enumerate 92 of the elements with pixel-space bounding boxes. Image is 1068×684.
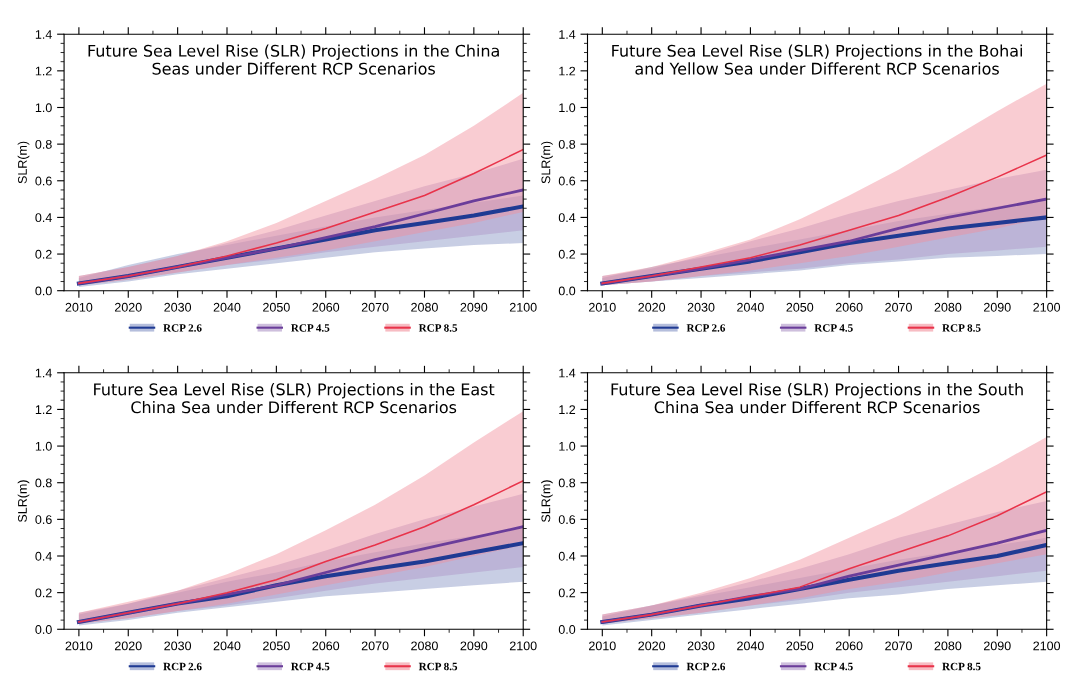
x-tick-label: 2040 [737,641,764,651]
x-tick-label: 2050 [263,302,290,312]
x-tick-label: 2030 [164,641,192,651]
x-tick-label: 2050 [263,641,290,651]
x-tick-label: 2020 [114,641,142,651]
legend-label: RCP 4.5 [291,324,330,332]
x-tick-label: 2010 [589,641,616,651]
y-tick-label: 0.0 [558,625,576,634]
legend-label: RCP 4.5 [291,662,330,671]
y-axis-title: SLR(m) [541,141,553,184]
y-tick-label: 0.4 [558,213,576,223]
y-tick-label: 0.6 [558,176,576,186]
x-tick-label: 2060 [312,302,340,312]
y-tick-label: 0.2 [558,249,576,259]
legend-label: RCP 4.5 [814,662,853,671]
y-tick-label: 0.4 [35,551,52,561]
y-tick-label: 0.4 [35,213,52,223]
y-axis-title: SLR(m) [541,480,553,522]
y-tick-label: 1.0 [559,103,576,113]
y-tick-label: 0.2 [558,588,576,598]
x-tick-label: 2030 [687,302,715,312]
text: Future Sea Level Rise (SLR) Projections in the China Seas under Different RCP Scenarios [88,44,499,75]
y-tick-label: 1.4 [35,30,52,39]
y-tick-label: 0.0 [35,625,52,634]
y-axis-title: SLR(m) [17,141,30,184]
y-tick-label: 0.0 [35,286,52,296]
legend-label: RCP 8.5 [942,662,981,671]
x-tick-label: 2010 [65,302,93,312]
x-tick-label: 2040 [737,302,764,312]
text: Future Sea Level Rise (SLR) Projections in the South China Sea under Different RCP Scenarios [611,383,1023,414]
x-tick-label: 2050 [786,302,814,312]
x-tick-label: 2020 [114,302,142,312]
y-tick-label: 1.0 [559,441,576,451]
x-tick-label: 2090 [984,302,1011,312]
x-tick-label: 2060 [312,641,340,651]
y-tick-label: 0.6 [35,515,52,524]
x-tick-label: 2020 [638,302,666,312]
x-tick-label: 2070 [885,641,912,651]
text: Future Sea Level Rise (SLR) Projections in the Bohai and Yellow Sea under Different RCP Scenarios [612,44,1022,75]
y-tick-label: 0.8 [35,139,52,149]
x-tick-label: 2020 [638,641,666,651]
text: Future Sea Level Rise (SLR) Projections in the East China Sea under Different RCP Scenarios [94,383,495,414]
x-tick-label: 2040 [213,641,241,651]
y-tick-label: 0.6 [558,515,576,524]
legend-label: RCP 8.5 [418,662,458,671]
y-tick-label: 0.2 [35,588,52,598]
x-tick-label: 2070 [885,302,912,312]
y-tick-label: 0.4 [558,551,576,561]
x-tick-label: 2060 [835,302,863,312]
legend-label: RCP 2.6 [163,324,202,332]
x-tick-label: 2030 [164,302,192,312]
x-tick-label: 2090 [460,641,488,651]
y-tick-label: 1.2 [35,66,52,76]
y-tick-label: 0.0 [558,286,576,296]
y-axis-title: SLR(m) [17,480,30,522]
x-tick-label: 2070 [361,641,389,651]
y-tick-label: 0.2 [35,249,52,259]
x-tick-label: 2090 [984,641,1011,651]
x-tick-label: 2030 [687,641,715,651]
x-tick-label: 2060 [835,641,863,651]
x-tick-label: 2080 [934,302,962,312]
legend-label: RCP 2.6 [686,324,726,332]
y-tick-label: 1.4 [559,368,576,378]
x-tick-label: 2100 [509,641,537,651]
y-tick-label: 0.8 [35,478,52,488]
legend-label: RCP 2.6 [163,662,202,671]
x-tick-label: 2100 [509,302,537,312]
x-tick-label: 2100 [1033,641,1061,651]
y-tick-label: 1.4 [35,368,52,378]
legend-label: RCP 4.5 [814,324,853,332]
x-tick-label: 2050 [786,641,814,651]
y-tick-label: 1.2 [35,405,52,414]
legend-label: RCP 2.6 [686,662,726,671]
x-tick-label: 2010 [589,302,616,312]
x-tick-label: 2090 [460,302,488,312]
y-tick-label: 1.2 [559,66,576,76]
x-tick-label: 2080 [411,302,438,312]
y-tick-label: 1.0 [35,441,52,451]
x-tick-label: 2080 [411,641,438,651]
legend-label: RCP 8.5 [942,324,981,332]
x-tick-label: 2070 [361,302,389,312]
y-tick-label: 0.6 [35,176,52,186]
y-tick-label: 1.2 [559,405,576,414]
y-tick-label: 0.8 [558,478,576,488]
legend-label: RCP 8.5 [418,324,458,332]
x-tick-label: 2100 [1033,302,1061,312]
x-tick-label: 2080 [934,641,962,651]
x-tick-label: 2040 [213,302,241,312]
x-tick-label: 2010 [65,641,93,651]
y-tick-label: 0.8 [558,139,576,149]
y-tick-label: 1.4 [559,30,576,39]
y-tick-label: 1.0 [35,103,52,113]
